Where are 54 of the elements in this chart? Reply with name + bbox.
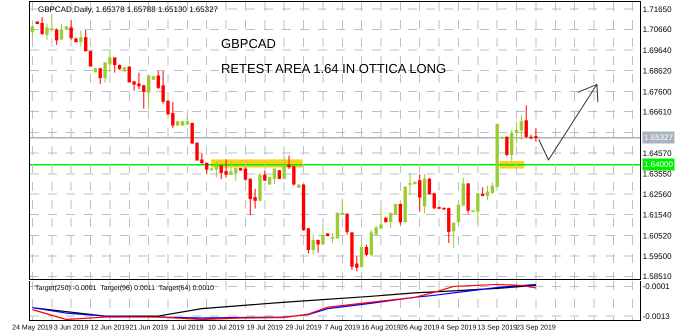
candlestick xyxy=(278,169,282,180)
candlestick xyxy=(64,26,68,30)
candlestick xyxy=(79,30,83,48)
candlestick xyxy=(480,186,484,197)
y-tick-label: 1.58510 xyxy=(642,272,672,282)
y-tick-label: 1.64570 xyxy=(642,148,672,158)
annotation: GBPCAD xyxy=(221,36,276,51)
candlestick xyxy=(94,67,98,74)
candlestick xyxy=(258,172,262,202)
y-tick-label: 1.70660 xyxy=(642,25,672,34)
annotation: RETEST AREA 1.64 IN OTTICA LONG xyxy=(221,61,446,76)
candlestick xyxy=(505,136,509,157)
y-tick-label: 1.59500 xyxy=(642,252,672,262)
y-tick-label: 1.61540 xyxy=(642,210,672,220)
candlestick xyxy=(54,28,58,46)
candlestick xyxy=(297,184,300,188)
candlestick xyxy=(422,174,426,214)
candlestick xyxy=(113,56,116,74)
candlestick xyxy=(316,239,320,254)
candlestick xyxy=(118,64,122,70)
y-tick-label: 1.67600 xyxy=(642,87,672,96)
y-tick-label: 1.60520 xyxy=(642,231,672,240)
y-tick-label: 1.69640 xyxy=(642,46,672,55)
candlestick xyxy=(524,104,528,139)
candlestick xyxy=(69,20,73,40)
candlestick xyxy=(466,182,470,214)
annotation: GBPCAD,Daily, 1.65378 1.65788 1.65130 1.65327 xyxy=(38,5,219,14)
ref-line-label: 1.65327 xyxy=(644,133,674,142)
candlestick xyxy=(364,244,368,257)
candlestick xyxy=(326,232,330,237)
y-tick-label: 1.71650 xyxy=(642,4,672,14)
ref-line-label: 1.64000 xyxy=(644,160,674,169)
candlestick xyxy=(398,203,402,226)
y-tick-label: -0.0001 xyxy=(642,282,670,292)
candlestick xyxy=(30,24,34,39)
candlestick xyxy=(321,226,325,246)
candlestick xyxy=(60,23,64,40)
y-tick-label: 1.62560 xyxy=(642,190,672,199)
candlestick xyxy=(98,67,102,85)
y-tick-label: 1.66610 xyxy=(642,107,672,116)
candlestick xyxy=(205,162,208,175)
candlestick xyxy=(282,155,286,180)
candlestick xyxy=(418,174,422,212)
candlestick xyxy=(122,66,126,72)
candlestick xyxy=(384,216,388,224)
y-tick-label: -0.0013 xyxy=(642,312,670,321)
candlestick xyxy=(404,186,407,224)
candlestick xyxy=(345,213,349,236)
candlestick xyxy=(263,170,266,182)
candlestick xyxy=(360,242,364,269)
candlestick xyxy=(312,234,315,255)
y-tick-label: 1.68620 xyxy=(642,66,672,76)
y-tick-label: 1.63550 xyxy=(642,170,672,179)
candlestick xyxy=(452,222,456,248)
